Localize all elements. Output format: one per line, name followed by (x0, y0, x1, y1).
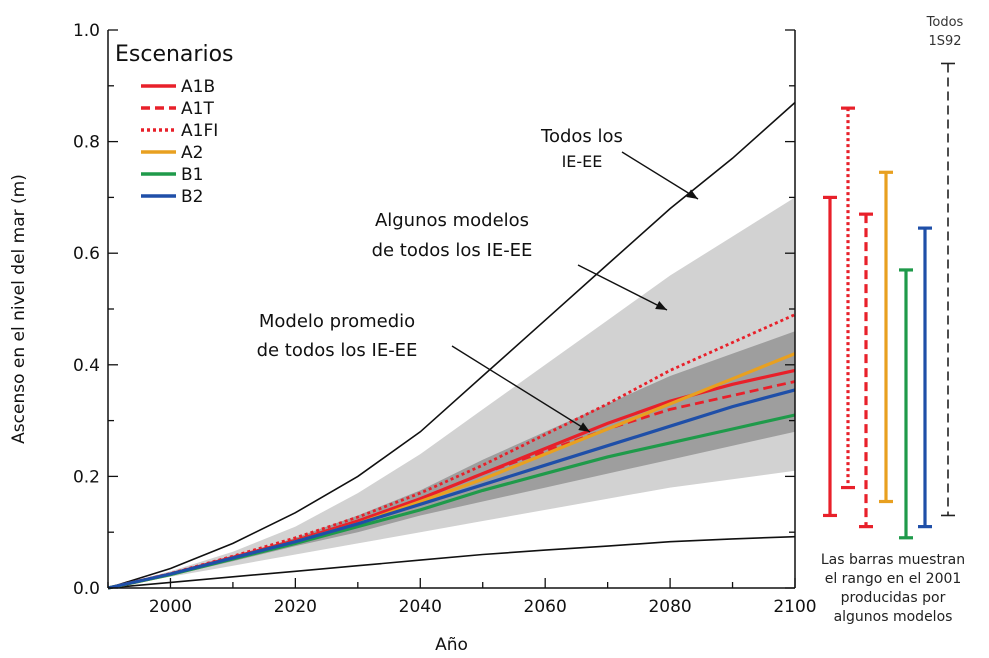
y-tick-label: 0.4 (73, 356, 100, 376)
x-tick-label: 2000 (149, 597, 192, 617)
note-line: producidas por (840, 590, 946, 606)
note-line: Las barras muestran (820, 552, 966, 568)
x-tick-label: 2080 (648, 597, 691, 617)
series-line-a1fi (107, 313, 796, 590)
y-tick-label: 0.8 (73, 133, 100, 153)
y-axis-title: Ascenso en el nivel del mar (m) (9, 174, 29, 444)
x-tick-label: 2100 (773, 597, 816, 617)
all-models-upper-line (107, 101, 796, 589)
arrow-mean-models-shaft (451, 345, 591, 433)
legend-label-b2: B2 (181, 187, 203, 207)
annotation-some-models: de todos los IE-EE (372, 240, 533, 261)
annotation-all-models: Todos los (540, 126, 623, 147)
arrow-some-models-head (655, 301, 667, 310)
legend-label-a2: A2 (181, 143, 203, 163)
arrow-all-models-shaft (621, 151, 699, 200)
range-bars-note: Las barras muestran el rango en el 2001 … (803, 551, 983, 627)
series-line-b2 (107, 388, 796, 590)
y-tick-label: 1.0 (73, 21, 100, 41)
legend-label-a1fi: A1FI (181, 121, 218, 141)
annotation-some-models: Algunos modelos (375, 210, 529, 231)
arrow-mean-models-head (578, 422, 590, 432)
x-tick-label: 2020 (274, 597, 317, 617)
y-tick-label: 0.6 (73, 244, 100, 264)
legend-label-b1: B1 (181, 165, 203, 185)
legend-label-a1b: A1B (181, 77, 215, 97)
annotation-mean-models: Modelo promedio (259, 311, 415, 332)
x-axis-title: Año (435, 635, 468, 655)
arrow-some-models-shaft (577, 264, 668, 311)
legend-label-a1t: A1T (181, 99, 214, 119)
annotation-mean-models: de todos los IE-EE (257, 340, 418, 361)
legend-title: Escenarios (115, 42, 234, 67)
mean-models-band (108, 331, 795, 588)
x-tick-label: 2060 (524, 597, 567, 617)
annotation-all-models: IE-EE (562, 152, 603, 171)
all-models-lower-line (107, 535, 796, 589)
y-tick-label: 0.2 (73, 467, 100, 487)
note-line: el rango en el 2001 (824, 571, 962, 587)
some-models-band (108, 197, 795, 588)
x-tick-label: 2040 (399, 597, 442, 617)
arrow-all-models-head (686, 189, 698, 199)
note-line: algunos modelos (833, 609, 953, 625)
y-tick-label: 0.0 (73, 579, 100, 599)
annotation-todos-1s92: 1S92 (928, 34, 961, 49)
annotation-todos-1s92: Todos (926, 15, 964, 30)
